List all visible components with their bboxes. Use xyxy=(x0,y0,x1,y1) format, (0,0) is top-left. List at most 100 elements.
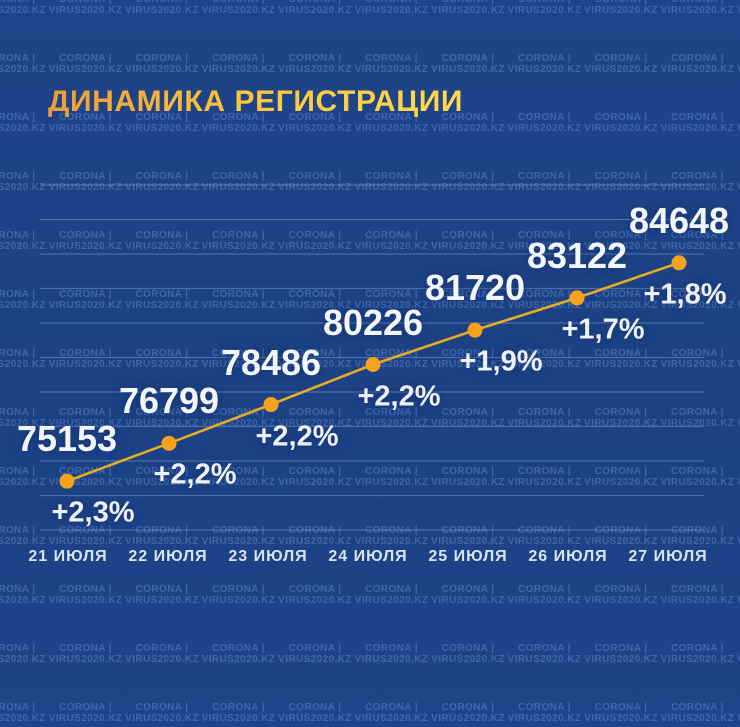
watermark-text: CORONA |VIRUS2020.KZ xyxy=(274,348,356,370)
watermark-line2: VIRUS2020.KZ xyxy=(201,654,276,665)
watermark-line1: CORONA | xyxy=(518,466,571,477)
watermark-text: CORONA |VIRUS2020.KZ xyxy=(274,584,356,606)
watermark-text: CORONA |VIRUS2020.KZ xyxy=(198,53,280,75)
watermark-text: CORONA |VIRUS2020.KZ xyxy=(657,643,739,665)
x-axis-label: 24 ИЮЛЯ xyxy=(328,548,408,565)
watermark-line2: VIRUS2020.KZ xyxy=(0,595,46,606)
watermark-line2: VIRUS2020.KZ xyxy=(507,241,582,252)
watermark-text: CORONA |VIRUS2020.KZ xyxy=(0,584,50,606)
watermark-line1: CORONA | xyxy=(671,171,724,182)
watermark-line1: CORONA | xyxy=(518,643,571,654)
data-point-dot xyxy=(161,435,177,451)
watermark-line1: CORONA | xyxy=(518,525,571,536)
watermark-line1: CORONA | xyxy=(0,643,36,654)
point-delta-label: +1,8% xyxy=(643,278,727,311)
point-delta-label: +2,3% xyxy=(51,496,135,529)
watermark-line2: VIRUS2020.KZ xyxy=(0,418,46,429)
watermark-line2: VIRUS2020.KZ xyxy=(354,359,429,370)
watermark-text: CORONA |VIRUS2020.KZ xyxy=(733,702,740,724)
watermark-line2: VIRUS2020.KZ xyxy=(354,241,429,252)
data-point-dot xyxy=(569,290,585,306)
watermark-text: CORONA |VIRUS2020.KZ xyxy=(121,171,203,193)
x-axis-label: 22 ИЮЛЯ xyxy=(128,548,208,565)
watermark-text: CORONA |VIRUS2020.KZ xyxy=(198,525,280,547)
watermark-text: CORONA |VIRUS2020.KZ xyxy=(427,112,509,134)
watermark-text: CORONA |VIRUS2020.KZ xyxy=(351,702,433,724)
watermark-line2: VIRUS2020.KZ xyxy=(507,536,582,547)
watermark-line2: VIRUS2020.KZ xyxy=(201,359,276,370)
watermark-line1: CORONA | xyxy=(518,230,571,241)
watermark-line1: CORONA | xyxy=(135,525,189,536)
watermark-line1: CORONA | xyxy=(212,171,265,182)
watermark-line2: VIRUS2020.KZ xyxy=(0,5,46,16)
watermark-text: CORONA |VIRUS2020.KZ xyxy=(198,702,280,724)
watermark-line2: VIRUS2020.KZ xyxy=(507,5,582,16)
watermark-line2: VIRUS2020.KZ xyxy=(431,654,505,665)
watermark-line1: CORONA | xyxy=(441,171,495,182)
watermark-line2: VIRUS2020.KZ xyxy=(733,64,740,75)
watermark-line2: VIRUS2020.KZ xyxy=(431,477,505,488)
watermark-line2: VIRUS2020.KZ xyxy=(584,595,658,606)
watermark-text: CORONA |VIRUS2020.KZ xyxy=(580,0,662,16)
watermark-line1: CORONA | xyxy=(212,348,265,359)
point-value-label: 81720 xyxy=(424,267,526,309)
watermark-line1: CORONA | xyxy=(365,171,418,182)
watermark-line2: VIRUS2020.KZ xyxy=(431,182,505,193)
watermark-text: CORONA |VIRUS2020.KZ xyxy=(198,0,280,16)
watermark-text: CORONA |VIRUS2020.KZ xyxy=(274,407,356,429)
watermark-line2: VIRUS2020.KZ xyxy=(201,123,276,134)
watermark-line2: VIRUS2020.KZ xyxy=(125,418,199,429)
point-value-label: 84648 xyxy=(628,199,730,241)
watermark-line2: VIRUS2020.KZ xyxy=(125,182,199,193)
watermark-line2: VIRUS2020.KZ xyxy=(201,5,276,16)
watermark-line2: VIRUS2020.KZ xyxy=(0,300,46,311)
watermark-line2: VIRUS2020.KZ xyxy=(48,241,123,252)
watermark-line1: CORONA | xyxy=(59,466,112,477)
watermark-text: CORONA |VIRUS2020.KZ xyxy=(580,289,662,311)
watermark-line2: VIRUS2020.KZ xyxy=(278,64,352,75)
watermark-text: CORONA |VIRUS2020.KZ xyxy=(274,643,356,665)
watermark-line2: VIRUS2020.KZ xyxy=(48,418,123,429)
watermark-text: CORONA |VIRUS2020.KZ xyxy=(657,230,739,252)
watermark-text: CORONA |VIRUS2020.KZ xyxy=(274,702,356,724)
watermark-line2: VIRUS2020.KZ xyxy=(48,536,123,547)
watermark-line1: CORONA | xyxy=(59,702,112,713)
watermark-text: CORONA |VIRUS2020.KZ xyxy=(427,643,509,665)
watermark-line2: VIRUS2020.KZ xyxy=(201,477,276,488)
watermark-text: CORONA |VIRUS2020.KZ xyxy=(733,466,740,488)
point-value-label: 76799 xyxy=(118,380,220,422)
watermark-line1: CORONA | xyxy=(365,407,418,418)
watermark-line1: CORONA | xyxy=(365,525,418,536)
watermark-text: CORONA |VIRUS2020.KZ xyxy=(198,289,280,311)
watermark-line1: CORONA | xyxy=(0,230,36,241)
watermark-line1: CORONA | xyxy=(212,289,265,300)
watermark-text: CORONA |VIRUS2020.KZ xyxy=(45,0,127,16)
watermark-line1: CORONA | xyxy=(671,702,724,713)
watermark-line2: VIRUS2020.KZ xyxy=(584,182,658,193)
watermark-line2: VIRUS2020.KZ xyxy=(354,5,429,16)
watermark-line1: CORONA | xyxy=(351,112,433,123)
watermark-text: CORONA |VIRUS2020.KZ xyxy=(0,348,50,370)
watermark-text: CORONA |VIRUS2020.KZ xyxy=(0,230,50,252)
watermark-line2: VIRUS2020.KZ xyxy=(201,182,276,193)
watermark-line1: CORONA | xyxy=(671,525,724,536)
watermark-line2: VIRUS2020.KZ xyxy=(507,359,582,370)
watermark-line1: CORONA | xyxy=(594,171,648,182)
watermark-text: CORONA |VIRUS2020.KZ xyxy=(427,348,509,370)
watermark-text: CORONA |VIRUS2020.KZ xyxy=(121,230,203,252)
watermark-line1: CORONA | xyxy=(135,171,189,182)
watermark-text: CORONA |VIRUS2020.KZ xyxy=(657,407,739,429)
watermark-text: CORONA |VIRUS2020.KZ xyxy=(504,171,586,193)
watermark-line2: VIRUS2020.KZ xyxy=(733,713,740,724)
watermark-text: CORONA |VIRUS2020.KZ xyxy=(121,643,203,665)
watermark-line1: CORONA | xyxy=(288,466,342,477)
x-axis-label: 23 ИЮЛЯ xyxy=(228,548,308,565)
watermark-line1: CORONA | xyxy=(212,53,265,64)
watermark-line1: CORONA | xyxy=(518,171,571,182)
watermark-line1: CORONA | xyxy=(365,466,418,477)
watermark-line1: CORONA | xyxy=(594,112,648,123)
watermark-line2: VIRUS2020.KZ xyxy=(584,713,658,724)
watermark-text: CORONA |VIRUS2020.KZ xyxy=(45,112,127,134)
point-delta-label: +1,7% xyxy=(561,313,645,346)
watermark-text: CORONA |VIRUS2020.KZ xyxy=(733,643,740,665)
